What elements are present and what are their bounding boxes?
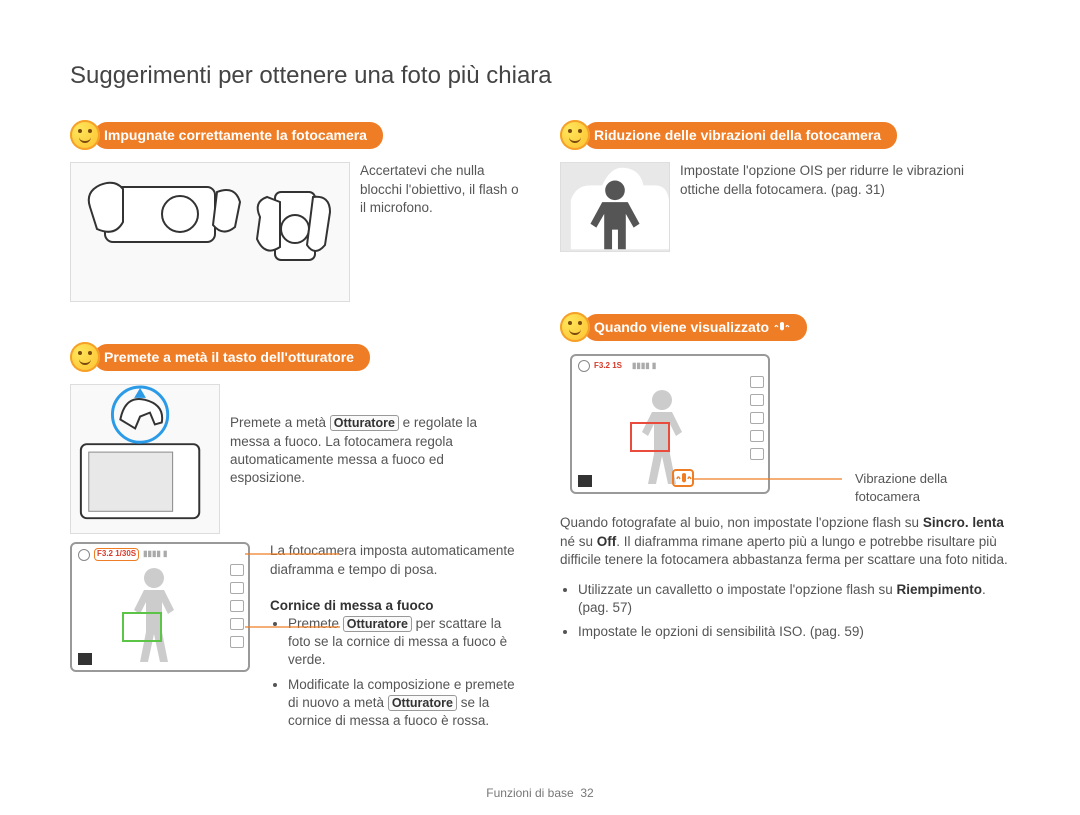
lcd-exposure-readout: F3.2 1/30S — [97, 549, 136, 558]
smiley-icon — [560, 312, 590, 342]
sec-ois-title: Riduzione delle vibrazioni della fotocam… — [584, 122, 897, 149]
shutter-button-label: Otturatore — [330, 415, 399, 431]
right-column: Riduzione delle vibrazioni della fotocam… — [560, 120, 1010, 736]
lcd-exposure-readout: F3.2 1S — [594, 361, 622, 372]
auto-settings-text: La fotocamera imposta automaticamente di… — [270, 542, 520, 578]
shake-bullet-1: Utilizzate un cavalletto o impostate l'o… — [578, 581, 1010, 617]
half-press-text: Premete a metà Otturatore e regolate la … — [230, 384, 520, 487]
camera-lcd-green: F3.2 1/30S ▮▮▮▮ ▮ — [70, 542, 250, 672]
half-press-row: Premete a metà Otturatore e regolate la … — [70, 384, 520, 534]
shake-icon-highlight — [672, 469, 694, 487]
sec-half-press-head: Premete a metà il tasto dell'otturatore — [70, 342, 520, 372]
focus-bullet-red: Modificate la composizione e premete di … — [288, 676, 520, 731]
shake-bullet-2: Impostate le opzioni di sensibilità ISO.… — [578, 623, 1010, 641]
shake-annotation: Vibrazione della fotocamera — [855, 470, 1010, 505]
sec-ois-head: Riduzione delle vibrazioni della fotocam… — [560, 120, 1010, 150]
page-footer: Funzioni di base 32 — [0, 785, 1080, 801]
sec-shake-title: Quando viene visualizzato — [584, 314, 807, 341]
shake-paragraph: Quando fotografate al buio, non impostat… — [560, 514, 1010, 569]
sec-shake-head: Quando viene visualizzato — [560, 312, 1010, 342]
hold-camera-illustration — [70, 162, 350, 302]
smiley-icon — [70, 120, 100, 150]
focus-frame-red — [630, 422, 670, 452]
page-title: Suggerimenti per ottenere una foto più c… — [70, 60, 1010, 92]
smiley-icon — [70, 342, 100, 372]
focus-frame-green — [122, 612, 162, 642]
smiley-icon — [560, 120, 590, 150]
ois-illustration — [560, 162, 670, 252]
sec-hold-camera-head: Impugnate correttamente la fotocamera — [70, 120, 520, 150]
camera-lcd-shake: F3.2 1S ▮▮▮▮ ▮ — [570, 354, 770, 494]
focus-bullet-green: Premete Otturatore per scattare la foto … — [288, 615, 520, 670]
ois-row: Impostate l'opzione OIS per ridurre le v… — [560, 162, 1010, 252]
shake-hand-icon — [773, 320, 791, 334]
half-press-illustration — [70, 384, 220, 534]
hold-camera-row: Accertatevi che nulla blocchi l'obiettiv… — [70, 162, 520, 302]
focus-frame-heading: Cornice di messa a fuoco — [270, 597, 520, 615]
hold-camera-text: Accertatevi che nulla blocchi l'obiettiv… — [360, 162, 520, 217]
left-column: Impugnate correttamente la fotocamera — [70, 120, 520, 736]
ois-text: Impostate l'opzione OIS per ridurre le v… — [680, 162, 990, 198]
sec-half-press-title: Premete a metà il tasto dell'otturatore — [94, 344, 370, 371]
content-columns: Impugnate correttamente la fotocamera — [70, 120, 1010, 736]
sec-hold-camera-title: Impugnate correttamente la fotocamera — [94, 122, 383, 149]
